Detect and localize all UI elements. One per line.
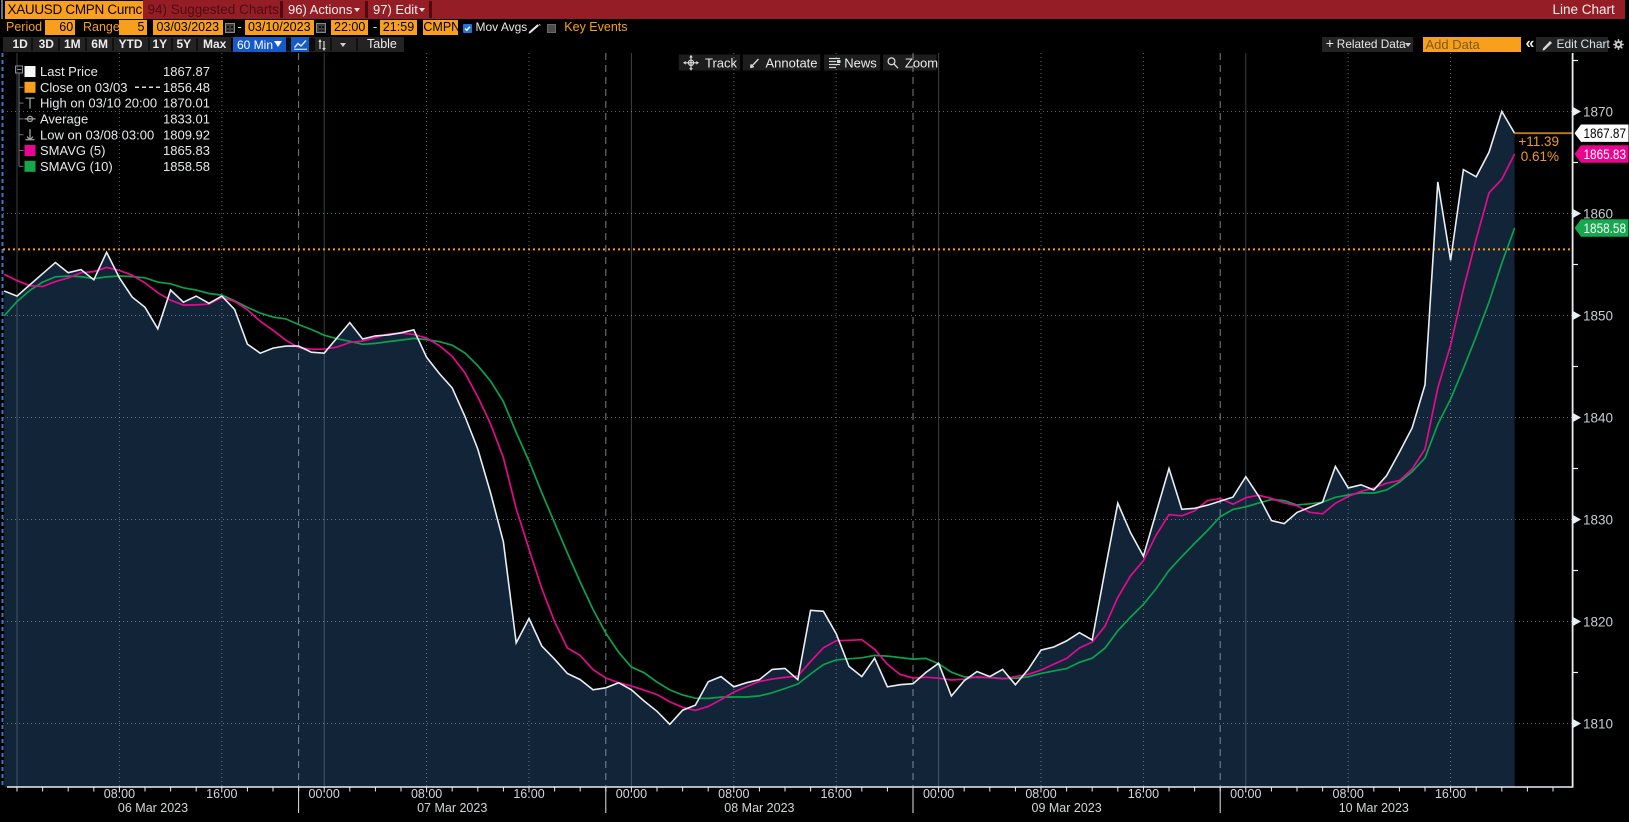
- svg-text:08:00: 08:00: [1025, 787, 1056, 801]
- svg-text:10 Mar 2023: 10 Mar 2023: [1339, 801, 1409, 815]
- svg-text:Close on 03/03: Close on 03/03: [40, 80, 127, 95]
- svg-text:16:00: 16:00: [1435, 787, 1466, 801]
- svg-text:Low on 03/08 03:00: Low on 03/08 03:00: [40, 127, 154, 142]
- svg-text:SMAVG (10): SMAVG (10): [40, 159, 113, 174]
- svg-text:Average: Average: [40, 112, 88, 127]
- svg-text:Zoom: Zoom: [905, 56, 938, 71]
- svg-text:16:00: 16:00: [821, 787, 852, 801]
- svg-text:Annotate: Annotate: [765, 56, 817, 71]
- svg-text:08:00: 08:00: [718, 787, 749, 801]
- svg-text:1840: 1840: [1583, 410, 1613, 426]
- svg-text:1870.01: 1870.01: [163, 96, 210, 111]
- svg-text:1867.87: 1867.87: [1584, 125, 1627, 141]
- svg-text:09 Mar 2023: 09 Mar 2023: [1032, 801, 1102, 815]
- svg-text:16:00: 16:00: [513, 787, 544, 801]
- svg-text:0.61%: 0.61%: [1521, 149, 1559, 164]
- svg-text:1809.92: 1809.92: [163, 127, 210, 142]
- svg-text:1820: 1820: [1583, 614, 1613, 630]
- svg-text:08 Mar 2023: 08 Mar 2023: [724, 801, 794, 815]
- svg-text:News: News: [844, 56, 877, 71]
- svg-text:00:00: 00:00: [309, 787, 340, 801]
- svg-text:1850: 1850: [1583, 308, 1613, 324]
- svg-text:1865.83: 1865.83: [163, 143, 210, 158]
- svg-text:00:00: 00:00: [616, 787, 647, 801]
- svg-text:08:00: 08:00: [104, 787, 135, 801]
- svg-text:06 Mar 2023: 06 Mar 2023: [118, 801, 188, 815]
- svg-text:SMAVG (5): SMAVG (5): [40, 143, 106, 158]
- svg-text:08:00: 08:00: [411, 787, 442, 801]
- svg-text:Track: Track: [705, 56, 738, 71]
- svg-text:00:00: 00:00: [1230, 787, 1261, 801]
- svg-text:High on 03/10 20:00: High on 03/10 20:00: [40, 96, 157, 111]
- svg-text:07 Mar 2023: 07 Mar 2023: [417, 801, 487, 815]
- svg-text:1870: 1870: [1583, 104, 1613, 120]
- svg-text:Last Price: Last Price: [40, 64, 98, 79]
- svg-text:+11.39: +11.39: [1518, 134, 1559, 149]
- svg-text:1830: 1830: [1583, 512, 1613, 528]
- svg-text:1860: 1860: [1583, 206, 1613, 222]
- svg-text:1867.87: 1867.87: [163, 64, 210, 79]
- svg-text:1858.58: 1858.58: [163, 159, 210, 174]
- svg-text:1856.48: 1856.48: [163, 80, 210, 95]
- svg-text:00:00: 00:00: [923, 787, 954, 801]
- svg-text:1810: 1810: [1583, 716, 1613, 732]
- svg-text:16:00: 16:00: [206, 787, 237, 801]
- svg-text:08:00: 08:00: [1333, 787, 1364, 801]
- svg-text:1865.83: 1865.83: [1584, 146, 1627, 162]
- svg-text:1858.58: 1858.58: [1584, 220, 1627, 236]
- svg-text:1833.01: 1833.01: [163, 112, 210, 127]
- svg-text:16:00: 16:00: [1128, 787, 1159, 801]
